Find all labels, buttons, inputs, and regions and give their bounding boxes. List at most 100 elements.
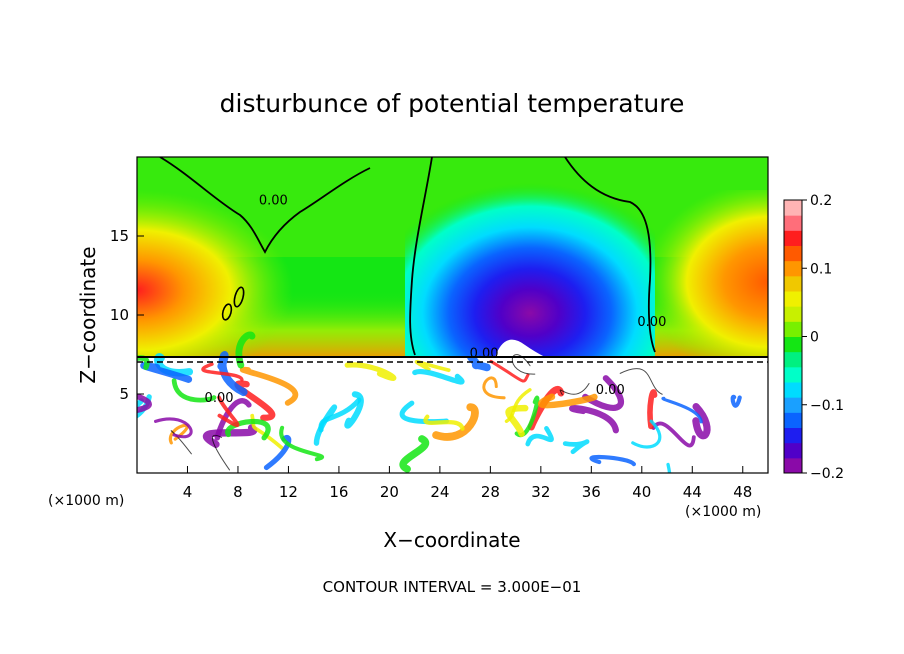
- turbulent-filament: [168, 423, 189, 445]
- y-axis-label: Z−coordinate: [76, 246, 100, 383]
- contour-interval-note: CONTOUR INTERVAL = 3.000E−01: [323, 578, 582, 596]
- closed-contour-small-b: [221, 303, 233, 321]
- x-tick-label: 16: [329, 483, 348, 501]
- contour-label: 0.00: [470, 347, 499, 362]
- colorbar-swatch: [784, 397, 802, 413]
- colorbar-swatch: [784, 457, 802, 474]
- turbulent-filament: [538, 393, 598, 409]
- x-tick-label: 48: [733, 483, 752, 501]
- colorbar-swatch: [784, 306, 802, 322]
- zero-contour-left: [159, 157, 371, 254]
- turbulent-filament: [511, 354, 536, 375]
- closed-contour-small-a: [233, 286, 245, 308]
- x-tick-label: 8: [233, 483, 243, 501]
- y-tick-label: 15: [110, 227, 129, 245]
- turbulent-filament: [525, 426, 554, 447]
- turbulent-filament: [201, 362, 244, 382]
- colorbar-swatch: [784, 215, 802, 231]
- turbulent-filament: [569, 405, 619, 434]
- colorbar-swatch: [784, 336, 802, 353]
- colorbar-swatch: [784, 321, 802, 337]
- colorbar-swatch: [784, 351, 802, 368]
- x-tick-label: 12: [279, 483, 298, 501]
- turbulent-filament: [467, 353, 491, 372]
- turbulent-filament: [666, 462, 672, 473]
- colorbar-tick-label: 0: [810, 330, 819, 346]
- y-axis: 5 10 15: [110, 227, 144, 403]
- turbulent-filament: [559, 382, 590, 396]
- x-axis-label: X−coordinate: [383, 528, 520, 552]
- cold-anomaly-tip: [495, 339, 545, 357]
- colorbar-tick-label: 0.2: [810, 193, 832, 209]
- x-tick-label: 40: [632, 483, 651, 501]
- colorbar-swatch: [784, 442, 802, 459]
- zero-contour-right: [564, 157, 656, 353]
- colorbar: [784, 200, 802, 474]
- turbulent-filament: [171, 378, 217, 403]
- colorbar-tick-label: 0.1: [810, 261, 832, 277]
- turbulent-filament: [234, 380, 276, 421]
- turbulent-filament: [217, 395, 240, 428]
- turbulent-filament: [239, 366, 299, 406]
- colorbar-swatch: [784, 245, 802, 262]
- colorbar-swatch: [784, 366, 802, 383]
- zero-contour-center: [409, 157, 433, 356]
- turbulent-filament: [313, 404, 338, 446]
- colorbar-swatch: [784, 260, 802, 277]
- turbulent-filament: [661, 396, 703, 424]
- turbulent-filament: [582, 375, 624, 411]
- x-unit-label-left: (×1000 m): [48, 493, 124, 509]
- colorbar-ticks: 0.2 0.1 0 −0.1 −0.2: [802, 193, 844, 482]
- turbulent-filament: [489, 359, 530, 383]
- turbulent-filament: [279, 425, 325, 462]
- turbulent-filaments: [137, 331, 742, 473]
- x-tick-label: 28: [481, 483, 500, 501]
- turbulent-filament: [651, 421, 696, 448]
- turbulent-filament: [235, 331, 256, 369]
- turbulent-filament: [344, 362, 397, 381]
- turbulent-filament: [137, 393, 152, 414]
- x-tick-label: 4: [183, 483, 193, 501]
- turbulent-filament: [619, 368, 663, 395]
- colorbar-swatch: [784, 427, 802, 444]
- plot-area: 0.00 0.00 0.00 0.00 0.00: [137, 157, 768, 473]
- turbulent-filament: [482, 376, 506, 400]
- colorbar-swatch: [784, 291, 802, 307]
- turbulent-filament: [399, 435, 429, 473]
- chart-title: disturbunce of potential temperature: [220, 89, 685, 118]
- turbulent-filament: [505, 404, 529, 437]
- x-tick-label: 32: [531, 483, 550, 501]
- contour-label: 0.00: [205, 391, 234, 406]
- turbulent-filament: [225, 418, 271, 441]
- colorbar-swatch: [784, 275, 802, 292]
- x-unit-label-right: (×1000 m): [685, 504, 761, 520]
- turbulent-filament: [730, 394, 742, 408]
- turbulent-filament: [589, 454, 636, 467]
- colorbar-tick-label: −0.1: [810, 398, 844, 414]
- turbulent-filament: [217, 351, 248, 397]
- colorbar-swatch: [784, 230, 802, 246]
- turbulent-filament: [344, 391, 364, 429]
- contour-label: 0.00: [596, 383, 625, 398]
- turbulent-filament: [432, 403, 479, 441]
- colorbar-swatch: [784, 200, 802, 216]
- turbulent-filament: [412, 368, 465, 385]
- turbulent-filament: [137, 355, 150, 371]
- x-tick-label: 44: [683, 483, 702, 501]
- turbulent-filament: [631, 419, 662, 449]
- x-tick-label: 20: [380, 483, 399, 501]
- contour-labels: 0.00 0.00 0.00 0.00 0.00: [205, 193, 667, 406]
- x-axis: 4 8 12 16 20 24 28 32 36 40 44 48: [183, 466, 752, 501]
- turbulent-filament: [692, 402, 711, 440]
- warm-region-left: [137, 190, 397, 357]
- turbulent-filament: [504, 388, 532, 423]
- turbulent-filament: [318, 397, 362, 433]
- turbulent-filament: [562, 439, 590, 455]
- turbulent-filament: [154, 417, 193, 439]
- cold-anomaly-core: [405, 157, 655, 357]
- x-tick-label: 24: [430, 483, 449, 501]
- contour-label: 0.00: [259, 193, 288, 208]
- lower-layer-field: [137, 357, 768, 473]
- turbulent-filament: [423, 414, 465, 431]
